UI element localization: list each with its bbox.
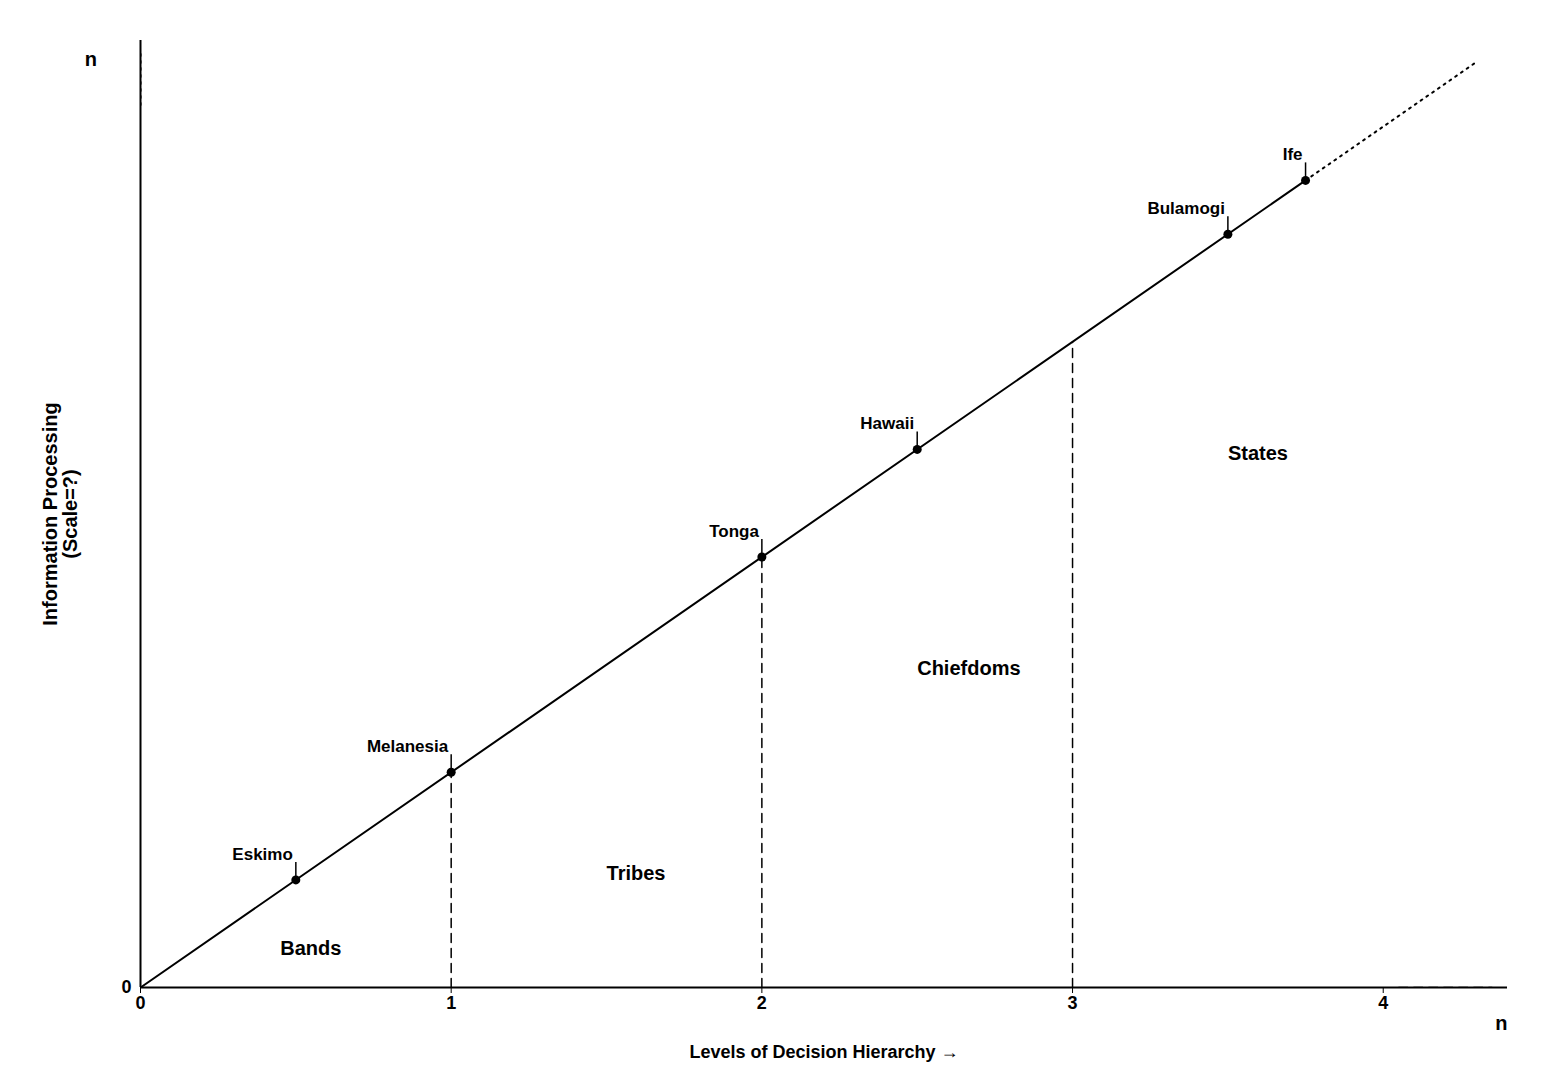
svg-text:Hawaii: Hawaii	[860, 414, 914, 433]
svg-text:Melanesia: Melanesia	[367, 737, 449, 756]
svg-text:Chiefdoms: Chiefdoms	[917, 657, 1020, 679]
svg-text:0: 0	[121, 977, 131, 997]
svg-text:Eskimo: Eskimo	[232, 845, 292, 864]
svg-text:n: n	[1495, 1012, 1507, 1034]
svg-text:1: 1	[446, 993, 456, 1013]
svg-text:2: 2	[757, 993, 767, 1013]
svg-text:Information Processing(Scale=?: Information Processing(Scale=?)	[39, 402, 81, 625]
svg-text:4: 4	[1378, 993, 1388, 1013]
svg-text:States: States	[1228, 442, 1288, 464]
svg-text:Bands: Bands	[280, 937, 341, 959]
svg-text:3: 3	[1068, 993, 1078, 1013]
svg-text:0: 0	[135, 993, 145, 1013]
svg-text:Bulamogi: Bulamogi	[1147, 199, 1224, 218]
svg-text:Levels of Decision Hierarchy →: Levels of Decision Hierarchy →	[689, 1042, 958, 1062]
svg-text:Tonga: Tonga	[709, 522, 759, 541]
svg-text:Ife: Ife	[1283, 145, 1303, 164]
svg-text:Tribes: Tribes	[607, 862, 666, 884]
svg-text:n: n	[85, 48, 97, 70]
